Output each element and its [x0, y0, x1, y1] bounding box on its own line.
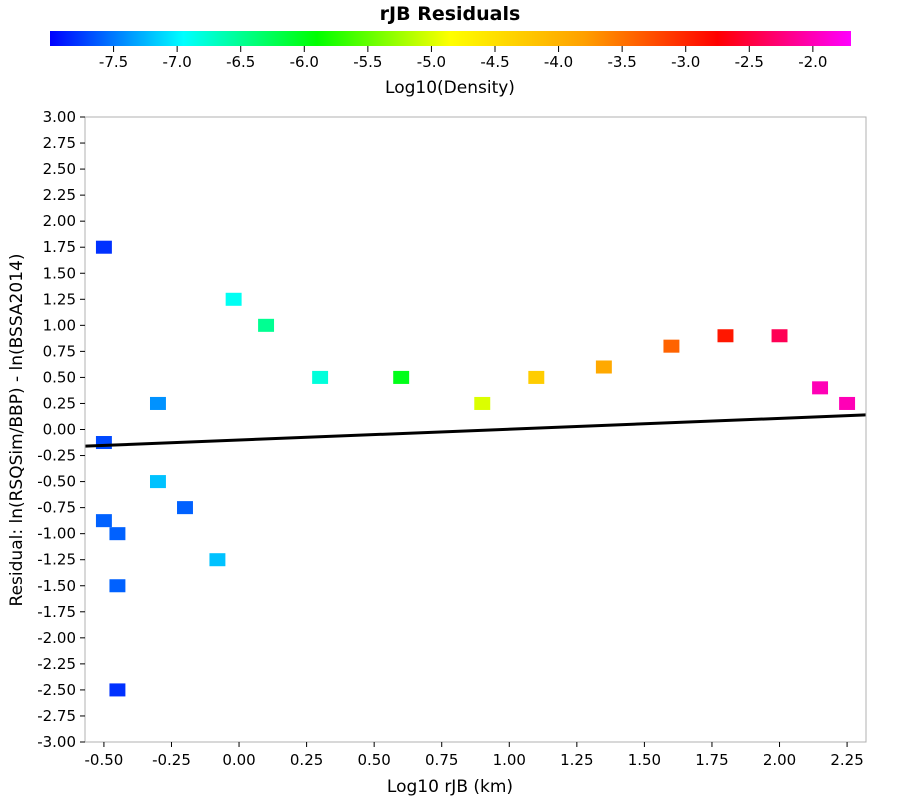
heatmap-cell	[812, 381, 829, 395]
heatmap-cell	[717, 329, 734, 343]
colorbar-tick-label: -3.5	[608, 53, 637, 71]
heatmap-cell	[95, 514, 112, 528]
y-tick-label: 0.75	[43, 342, 76, 360]
x-tick-label: -0.50	[85, 751, 124, 769]
heatmap-cell	[474, 396, 491, 410]
colorbar-label: Log10(Density)	[385, 78, 515, 98]
heatmap-cell	[258, 318, 275, 332]
heatmap-cell	[95, 240, 112, 254]
x-tick-label: -0.25	[152, 751, 191, 769]
x-tick-label: 1.75	[695, 751, 728, 769]
plot-area	[84, 116, 867, 743]
colorbar-tick-label: -7.5	[99, 53, 128, 71]
y-tick-label: 2.25	[43, 186, 76, 204]
y-tick-label: -0.25	[37, 447, 76, 465]
y-tick-label: 0.50	[43, 368, 76, 386]
colorbar-tick-label: -7.0	[163, 53, 192, 71]
heatmap-cell	[177, 501, 193, 515]
colorbar-tick-label: -2.5	[735, 53, 764, 71]
colorbar-tick-label: -6.0	[290, 53, 319, 71]
y-tick-label: -3.00	[37, 733, 76, 751]
x-axis-ticks: -0.50 -0.25 0.00 0.25 0.50 0.75 1.00 1.25 1.50 1.…	[85, 742, 864, 769]
heatmap-cell	[225, 292, 242, 306]
heatmap-cell	[771, 329, 788, 343]
y-tick-label: 1.75	[43, 238, 76, 256]
y-tick-label: 0.00	[43, 421, 76, 439]
heatmap-cells	[95, 240, 856, 697]
y-tick-label: 1.25	[43, 290, 76, 308]
x-tick-label: 0.75	[425, 751, 458, 769]
x-tick-label: 1.50	[628, 751, 661, 769]
y-tick-label: 3.00	[43, 108, 76, 126]
colorbar-tick-label: -3.0	[671, 53, 700, 71]
y-tick-label: 1.50	[43, 264, 76, 282]
y-tick-label: -1.50	[37, 577, 76, 595]
x-tick-label: 2.25	[830, 751, 863, 769]
y-axis-ticks: 3.00 2.75 2.50 2.25 2.00 1.75 1.50 1.25 1.00 0.75…	[37, 108, 85, 751]
y-tick-label: 1.00	[43, 316, 76, 334]
x-tick-label: 0.25	[290, 751, 323, 769]
y-tick-label: 2.50	[43, 160, 76, 178]
heatmap-cell	[839, 396, 856, 410]
y-axis-label: Residual: ln(RSQSim/BBP) - ln(BSSA2014)	[7, 254, 27, 607]
heatmap-cell	[528, 370, 545, 384]
heatmap-cell	[109, 579, 126, 593]
heatmap-cell	[109, 527, 126, 541]
y-tick-label: 2.00	[43, 212, 76, 230]
y-tick-label: -0.50	[37, 473, 76, 491]
heatmap-cell	[209, 553, 226, 567]
heatmap-cell	[393, 370, 410, 384]
colorbar-tick-label: -2.0	[798, 53, 827, 71]
heatmap-cell	[595, 360, 612, 374]
y-tick-label: 0.25	[43, 394, 76, 412]
chart-title: rJB Residuals	[380, 3, 521, 25]
colorbar-tick-label: -5.0	[417, 53, 446, 71]
y-tick-label: -1.25	[37, 551, 76, 569]
y-tick-label: -2.75	[37, 707, 76, 725]
x-tick-label: 1.00	[493, 751, 526, 769]
x-tick-label: 2.00	[763, 751, 796, 769]
fit-line	[84, 413, 867, 448]
colorbar	[50, 31, 851, 46]
x-axis-label: Log10 rJB (km)	[387, 777, 513, 797]
y-tick-label: -1.75	[37, 603, 76, 621]
x-tick-label: 0.00	[222, 751, 255, 769]
y-tick-label: -2.50	[37, 681, 76, 699]
y-tick-label: 2.75	[43, 134, 76, 152]
heatmap-cell	[312, 370, 329, 384]
heatmap-cell	[149, 396, 166, 410]
x-tick-label: 1.25	[560, 751, 593, 769]
x-tick-label: 0.50	[357, 751, 390, 769]
colorbar-tick-label: -4.0	[544, 53, 573, 71]
colorbar-tick-label: -4.5	[480, 53, 509, 71]
colorbar-tick-label: -6.5	[226, 53, 255, 71]
colorbar-ticks: -7.5 -7.0 -6.5 -6.0 -5.5 -5.0 -4.5 -4.0 -3.5 -3.0…	[99, 46, 827, 71]
y-tick-label: -1.00	[37, 525, 76, 543]
heatmap-cell	[149, 475, 166, 489]
heatmap-cell	[109, 683, 126, 697]
colorbar-tick-label: -5.5	[353, 53, 382, 71]
heatmap-cell	[663, 339, 680, 353]
y-tick-label: -2.00	[37, 629, 76, 647]
y-tick-label: -0.75	[37, 499, 76, 517]
y-tick-label: -2.25	[37, 655, 76, 673]
